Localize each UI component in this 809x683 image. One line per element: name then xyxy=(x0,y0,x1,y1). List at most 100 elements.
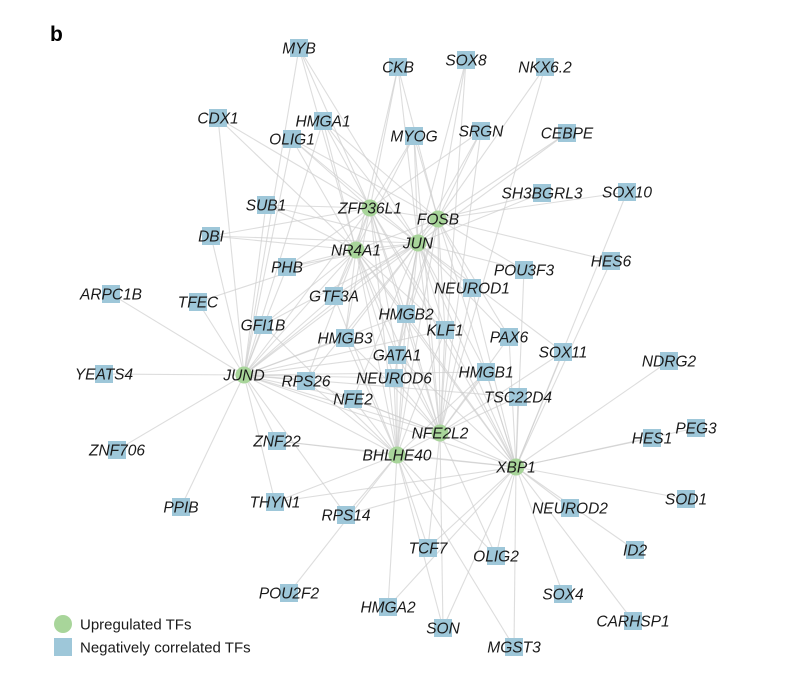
negative-marker xyxy=(487,547,505,565)
edge-xbp1-peg3 xyxy=(515,427,697,468)
edge-jun-sox11 xyxy=(417,242,564,353)
node-label: PHB xyxy=(271,260,303,277)
edge-nr4a1-olig1 xyxy=(291,138,357,251)
edge-zfp36l1-cdx1 xyxy=(217,117,371,209)
upregulated-marker xyxy=(235,366,253,384)
node-label: SOX11 xyxy=(539,345,588,362)
negative-marker xyxy=(336,329,354,347)
edge-jun-zfp36l1 xyxy=(369,207,419,244)
edge-jund-xbp1 xyxy=(243,374,517,468)
node-klf1: KLF1 xyxy=(426,321,464,340)
node-hes1: HES1 xyxy=(632,429,672,448)
node-label: SOX4 xyxy=(542,587,584,604)
edge-bhlhe40-olig2 xyxy=(396,454,497,557)
negative-marker xyxy=(626,541,644,559)
node-label: MGST3 xyxy=(487,640,541,657)
upregulated-marker xyxy=(429,210,447,228)
legend-upregulated-label: Upregulated TFs xyxy=(80,617,191,634)
edge-nr4a1-gata1 xyxy=(355,249,398,356)
edge-jun-myb xyxy=(298,47,419,244)
edge-nfe2l2-olig2 xyxy=(439,432,497,557)
negative-marker xyxy=(500,328,518,346)
edge-bhlhe40-tcf7 xyxy=(396,454,429,549)
node-label: JUND xyxy=(222,368,264,385)
node-label: YEATS4 xyxy=(75,367,134,384)
edge-nr4a1-hmga1 xyxy=(322,120,357,251)
edge-nr4a1-myog xyxy=(355,135,415,251)
edge-nfe2l2-nkx6.2 xyxy=(439,66,546,434)
edge-nr4a1-jund xyxy=(243,249,357,376)
edge-xbp1-ndrg2 xyxy=(515,360,670,468)
negative-marker xyxy=(434,619,452,637)
node-carhsp1: CARHSP1 xyxy=(596,612,670,631)
negative-marker xyxy=(533,184,551,202)
edge-jun-hmgb1 xyxy=(417,242,487,373)
edge-zfp36l1-bhlhe40 xyxy=(369,207,398,456)
edge-xbp1-olig2 xyxy=(495,466,517,557)
edge-jund-bhlhe40 xyxy=(243,374,398,456)
edge-jund-hmga1 xyxy=(243,120,324,376)
negative-marker xyxy=(554,585,572,603)
edge-jun-jund xyxy=(243,242,419,376)
node-dbi: DBI xyxy=(198,227,225,246)
node-label: HMGB1 xyxy=(458,365,513,382)
edge-jun-gfi1b xyxy=(262,242,419,326)
node-label: GATA1 xyxy=(373,348,422,365)
edge-xbp1-tcf7 xyxy=(427,466,517,549)
edge-xbp1-klf1 xyxy=(444,329,517,468)
edge-jund-cdx1 xyxy=(217,117,245,376)
node-pou3f3: POU3F3 xyxy=(494,261,555,280)
node-jund: JUND xyxy=(222,366,265,385)
node-arpc1b: ARPC1B xyxy=(79,285,142,304)
node-hmga2: HMGA2 xyxy=(360,598,416,617)
edge-nfe2l2-sox11 xyxy=(439,351,564,434)
negative-marker xyxy=(602,252,620,270)
node-label: OLIG1 xyxy=(269,132,315,149)
node-label: HMGA2 xyxy=(360,600,416,617)
edge-fosb-neurod1 xyxy=(437,218,473,289)
edge-jund-sub1 xyxy=(243,204,267,376)
node-label: NEUROD2 xyxy=(532,501,608,518)
edge-jun-xbp1 xyxy=(417,242,517,468)
edge-nfe2l2-son xyxy=(439,432,444,629)
node-label: NKX6.2 xyxy=(518,60,572,77)
node-hmga1: HMGA1 xyxy=(295,112,351,131)
node-label: SRGN xyxy=(459,124,505,141)
edge-xbp1-hes6 xyxy=(515,260,612,468)
negative-marker xyxy=(254,316,272,334)
negative-marker xyxy=(344,390,362,408)
node-pou2f2: POU2F2 xyxy=(259,584,320,603)
node-label: DBI xyxy=(198,229,225,246)
edge-xbp1-thyn1 xyxy=(274,466,517,503)
negative-marker xyxy=(388,346,406,364)
edge-jund-neurod6 xyxy=(243,374,395,379)
negative-marker xyxy=(397,305,415,323)
node-label: SOD1 xyxy=(665,492,707,509)
edge-xbp1-pou3f3 xyxy=(515,269,525,468)
node-label: TCF7 xyxy=(409,541,449,558)
edge-fosb-cebpe xyxy=(437,132,568,220)
node-label: SUB1 xyxy=(246,198,287,215)
negative-marker xyxy=(172,498,190,516)
edge-jund-tfec xyxy=(197,301,245,376)
legend-negative-marker xyxy=(54,638,72,656)
negative-marker xyxy=(509,388,527,406)
negative-marker xyxy=(677,490,695,508)
network-nodes: ZFP36L1 FOSB JUN NR4A1 JUND BHLHE40 XBP1 NFE2L2… xyxy=(75,39,717,657)
edge-jund-arpc1b xyxy=(110,293,245,376)
node-label: GTF3A xyxy=(309,289,359,306)
negative-marker xyxy=(389,58,407,76)
edge-bhlhe40-gtf3a xyxy=(333,295,398,456)
negative-marker xyxy=(95,365,113,383)
edge-fosb-zfp36l1 xyxy=(369,207,439,220)
node-cdx1: CDX1 xyxy=(197,109,239,128)
edge-zfp36l1-hmga1 xyxy=(322,120,371,209)
node-label: HMGA1 xyxy=(295,114,350,131)
edge-jund-hmgb2 xyxy=(243,313,407,376)
node-mgst3: MGST3 xyxy=(487,638,541,657)
node-tfec: TFEC xyxy=(178,293,219,312)
edge-zfp36l1-phb xyxy=(286,207,371,268)
edge-jun-hmga1 xyxy=(322,120,419,244)
edge-xbp1-son xyxy=(442,466,517,629)
edge-jund-gtf3a xyxy=(243,295,335,376)
